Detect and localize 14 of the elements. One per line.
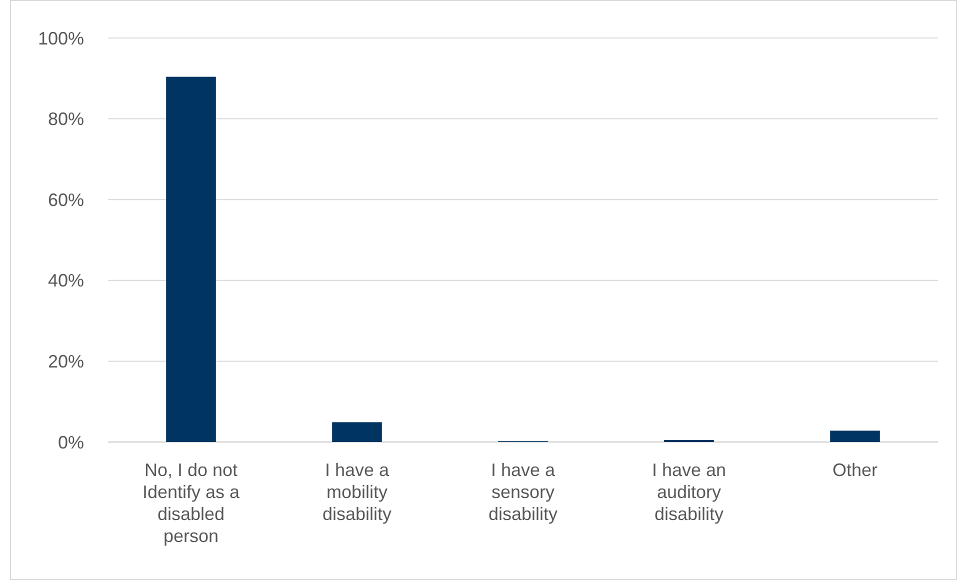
bar [830, 430, 880, 442]
x-tick-label: No, I do not Identify as a disabled person [142, 460, 241, 546]
y-tick-label: 80% [48, 109, 84, 130]
x-tick-label: I have an auditory disability [652, 460, 726, 524]
x-tick-label: I have a sensory disability [488, 460, 558, 524]
bar [166, 76, 216, 442]
x-tick-label: I have a mobility disability [322, 460, 392, 524]
y-tick-label: 40% [48, 270, 84, 291]
y-tick-label: 20% [48, 352, 84, 372]
y-tick-label: 60% [48, 190, 84, 210]
y-tick-label: 100% [38, 28, 84, 48]
x-tick-label: Other [832, 460, 878, 480]
bar [332, 422, 382, 442]
y-tick-label: 0% [58, 432, 84, 452]
